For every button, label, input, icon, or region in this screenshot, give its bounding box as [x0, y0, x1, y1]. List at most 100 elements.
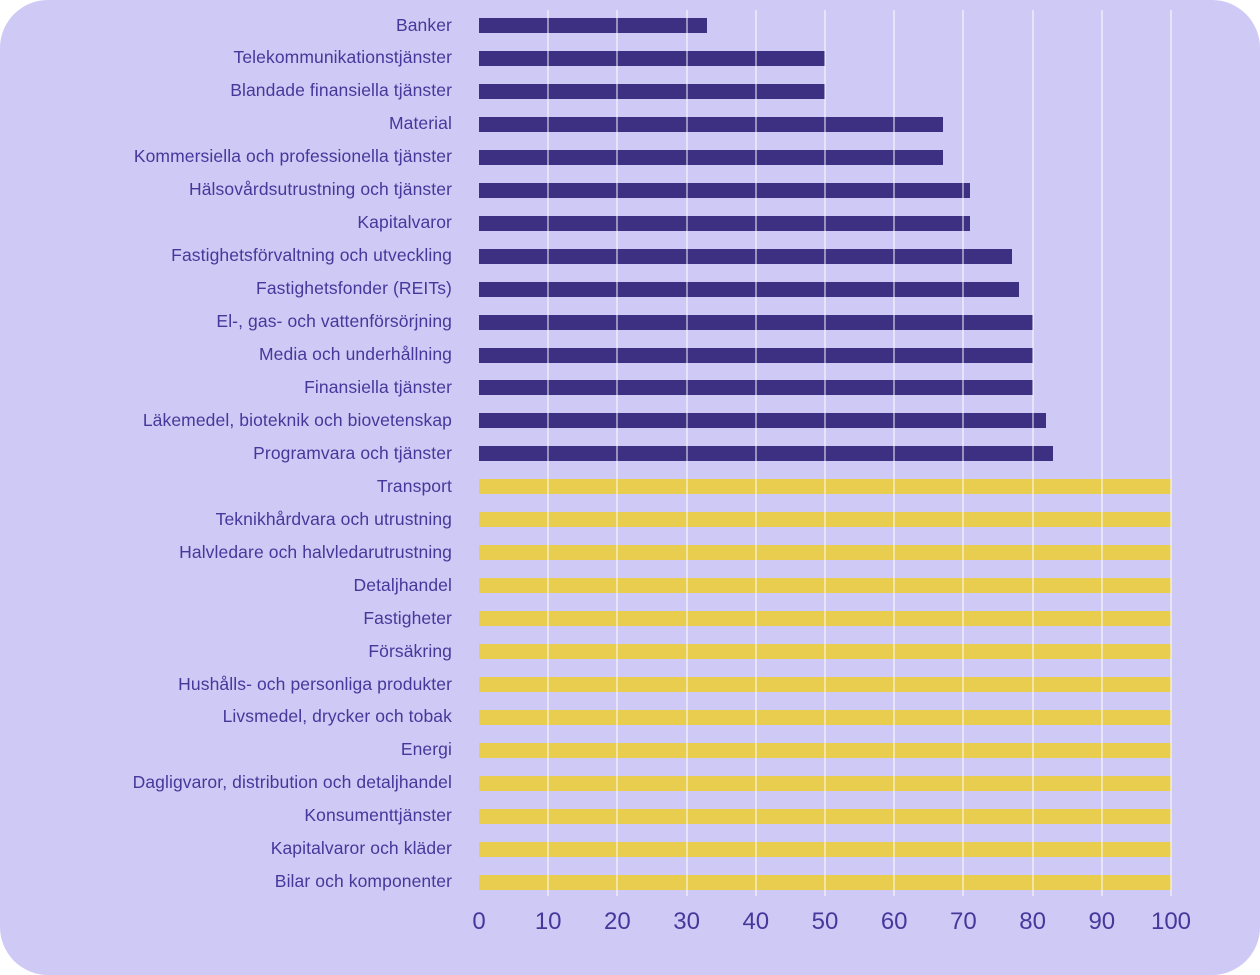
category-label: Hushålls- och personliga produkter: [178, 673, 452, 694]
category-label: Halvledare och halvledarutrustning: [179, 541, 452, 562]
x-axis-tick-label: 60: [880, 908, 908, 935]
category-label: Dagligvaror, distribution och detaljhand…: [132, 772, 452, 793]
bar-dark: [479, 50, 825, 66]
bar-dark: [479, 149, 943, 165]
bar-row: Halvledare och halvledarutrustning: [0, 541, 1260, 562]
category-label: Bilar och komponenter: [274, 871, 452, 892]
bar-row: Dagligvaror, distribution och detaljhand…: [0, 772, 1260, 792]
bar-dark: [479, 380, 1033, 396]
x-axis-tick-label: 80: [1019, 908, 1046, 935]
bar-yellow: [479, 709, 1171, 725]
bar-row: Finansiella tjänster: [0, 377, 1260, 398]
bar-row: Bilar och komponenter: [0, 871, 1260, 891]
category-label: Energi: [400, 739, 452, 760]
bar-row: Kapitalvaror: [0, 212, 1260, 232]
bar-dark: [479, 116, 943, 132]
bar-row: Blandade finansiella tjänster: [0, 80, 1260, 100]
bar-dark: [479, 215, 971, 231]
x-axis-tick-label: 100: [1150, 908, 1192, 935]
gridline-x-100: [1170, 10, 1172, 896]
bar-row: Kommersiella och professionella tjänster: [0, 146, 1260, 166]
category-label: Transport: [376, 475, 452, 496]
gridline-x-90: [1100, 10, 1103, 896]
category-label: Blandade finansiella tjänster: [230, 80, 452, 101]
bar-yellow: [479, 479, 1171, 495]
bar-dark: [479, 248, 1012, 264]
gridline-x-80: [1031, 10, 1034, 896]
category-label: El-, gas- och vattenförsörjning: [216, 311, 452, 332]
category-label: Läkemedel, bioteknik och biovetenskap: [142, 409, 452, 430]
gridline-x-30: [685, 10, 688, 896]
bar-yellow: [479, 775, 1171, 791]
bar-row: Fastigheter: [0, 607, 1260, 628]
bar-row: Energi: [0, 739, 1260, 759]
bar-row: Försäkring: [0, 641, 1260, 661]
bar-row: Material: [0, 113, 1260, 133]
category-label: Fastighetsförvaltning och utveckling: [171, 245, 452, 266]
bar-yellow: [479, 644, 1171, 660]
bar-row: Konsumenttjänster: [0, 805, 1260, 825]
bar-dark: [479, 18, 708, 33]
bar-row: Media och underhållning: [0, 344, 1260, 364]
category-label: Fastighetsfonder (REITs): [256, 278, 452, 299]
category-label: Fastigheter: [363, 607, 452, 628]
category-label: Konsumenttjänster: [304, 805, 452, 826]
category-label: Kommersiella och professionella tjänster: [133, 146, 452, 167]
category-label: Kapitalvaror och kläder: [270, 838, 452, 859]
gridline-x-50: [824, 10, 826, 896]
bar-row: Livsmedel, drycker och tobak: [0, 706, 1260, 727]
bar-yellow: [479, 611, 1171, 627]
bar-dark: [479, 83, 825, 99]
x-axis-tick-label: 50: [811, 908, 839, 935]
bar-yellow: [479, 512, 1171, 528]
bar-yellow: [479, 808, 1171, 824]
category-label: Telekommunikationstjänster: [233, 47, 452, 68]
bar-yellow: [479, 545, 1171, 561]
gridline-x-10: [547, 10, 550, 896]
x-axis-tick-label: 20: [604, 908, 631, 935]
x-axis-tick-label: 30: [673, 908, 700, 935]
bar-row: Transport: [0, 475, 1260, 496]
bar-row: Hälsovårdsutrustning och tjänster: [0, 179, 1260, 199]
bar-dark: [479, 413, 1047, 429]
category-label: Hälsovårdsutrustning och tjänster: [188, 179, 452, 200]
x-axis-tick-label: 40: [742, 908, 770, 935]
bar-yellow: [479, 841, 1171, 857]
category-label: Finansiella tjänster: [304, 377, 452, 398]
bar-row: Fastighetsförvaltning och utveckling: [0, 245, 1260, 265]
gridline-x-40: [754, 10, 757, 896]
category-label: Teknikhårdvara och utrustning: [215, 508, 452, 529]
gridline-x-60: [893, 10, 896, 896]
gridline-x-70: [962, 10, 965, 896]
bar-dark: [479, 347, 1033, 363]
bar-dark: [479, 281, 1019, 297]
category-label: Media och underhållning: [259, 344, 452, 365]
bar-yellow: [479, 874, 1171, 890]
category-label: Programvara och tjänster: [253, 442, 452, 463]
bar-dark: [479, 446, 1054, 462]
category-label: Material: [388, 113, 452, 134]
bar-dark: [479, 182, 971, 198]
bar-row: Läkemedel, bioteknik och biovetenskap: [0, 409, 1260, 430]
bar-dark: [479, 314, 1033, 330]
bar-row: Teknikhårdvara och utrustning: [0, 508, 1260, 529]
bar-row: Fastighetsfonder (REITs): [0, 278, 1260, 298]
x-axis-tick-label: 90: [1088, 908, 1116, 935]
bar-row: Programvara och tjänster: [0, 442, 1260, 463]
bar-row: Banker: [0, 14, 1260, 35]
bar-row: Detaljhandel: [0, 574, 1260, 595]
bar-row: Telekommunikationstjänster: [0, 47, 1260, 68]
category-label: Livsmedel, drycker och tobak: [222, 706, 452, 727]
bar-row: Kapitalvaror och kläder: [0, 838, 1260, 858]
x-axis-tick-label: 10: [534, 908, 562, 935]
x-axis-tick-label: 70: [950, 908, 977, 935]
bar-row: El-, gas- och vattenförsörjning: [0, 311, 1260, 331]
x-axis-tick-label: 0: [472, 908, 486, 935]
category-label: Detaljhandel: [353, 574, 452, 595]
bar-yellow: [479, 677, 1171, 692]
category-label: Banker: [395, 14, 452, 35]
bar-row: Hushålls- och personliga produkter: [0, 673, 1260, 694]
gridline-x-20: [616, 10, 619, 896]
